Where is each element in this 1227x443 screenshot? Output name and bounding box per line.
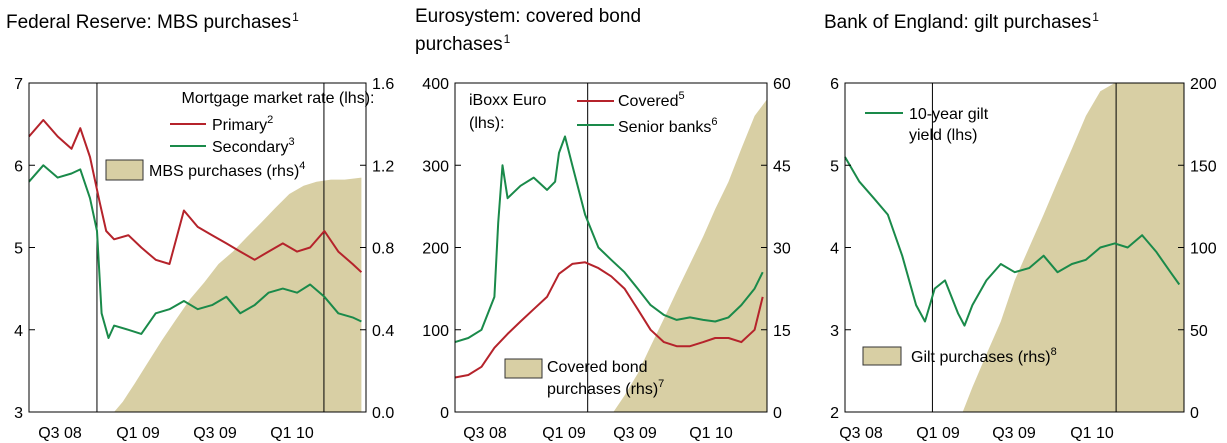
x-axis-tick-label: Q1 10 [1070, 425, 1114, 442]
right-axis-tick-label: 0.4 [372, 323, 394, 340]
right-axis-tick-label: 45 [773, 158, 791, 175]
chart-svg: 3 4 5 6 7 0.0 0.4 0.8 1.2 1.6 Q3 08 Q1 09 Q3 09 Q1 10… [14, 76, 394, 442]
chart-title: Eurosystem: covered bond purchases1 [415, 6, 642, 55]
left-axis-tick-label: 300 [422, 158, 449, 175]
right-axis-tick-label: 60 [773, 76, 791, 93]
right-axis-tick-label: 0 [1190, 405, 1199, 422]
x-axis-tick-label: Q3 09 [992, 425, 1036, 442]
right-axis-tick-label: 0.8 [372, 241, 394, 258]
left-axis-tick-label: 400 [422, 76, 449, 93]
right-axis-tick-label: 1.6 [372, 76, 394, 93]
right-axis-tick-label: 15 [773, 323, 791, 340]
right-axis-tick-label: 1.2 [372, 158, 394, 175]
left-axis-tick-label: 3 [14, 405, 23, 422]
legend-heading: Mortgage market rate (lhs): [182, 90, 375, 107]
right-axis-tick-label: 200 [1190, 76, 1217, 93]
x-axis-tick-label: Q1 09 [916, 425, 960, 442]
right-axis-tick-label: 100 [1190, 241, 1217, 258]
legend-label: Primary2 [212, 114, 273, 134]
area-series [962, 83, 1184, 412]
legend-label: Covered5 [618, 90, 685, 110]
x-axis-tick-label: Q1 10 [689, 425, 733, 442]
chart-panel-fed: Federal Reserve: MBS purchases1 3 4 5 6 7 0.0… [0, 0, 409, 443]
x-axis-tick-label: Q1 09 [542, 425, 586, 442]
line-series [454, 135, 764, 344]
right-axis-tick-label: 30 [773, 241, 791, 258]
x-axis-tick-label: Q1 09 [116, 425, 160, 442]
chart-title: Bank of England: gilt purchases1 [824, 10, 1099, 33]
right-axis-tick-label: 50 [1190, 323, 1208, 340]
x-axis-tick-label: Q1 10 [270, 425, 314, 442]
left-axis-tick-label: 2 [830, 405, 839, 422]
left-axis-tick-label: 7 [14, 76, 23, 93]
legend-label: Secondary3 [212, 136, 295, 156]
x-axis-tick-label: Q3 08 [38, 425, 82, 442]
left-axis-tick-label: 3 [830, 323, 839, 340]
line-series [28, 164, 362, 339]
line-series [844, 156, 1181, 327]
left-axis-tick-label: 6 [830, 76, 839, 93]
x-axis-tick-label: Q3 08 [463, 425, 507, 442]
chart-title: Federal Reserve: MBS purchases1 [6, 10, 299, 33]
line-series [454, 261, 764, 379]
left-axis-tick-label: 4 [14, 323, 23, 340]
left-axis-tick-label: 5 [14, 241, 23, 258]
chart-panel-eurosystem: Eurosystem: covered bond purchases1 0 100… [409, 0, 818, 443]
legend-swatch [504, 358, 543, 379]
left-axis-tick-label: 100 [422, 323, 449, 340]
right-axis-tick-label: 0.0 [372, 405, 394, 422]
legend-label: Senior banks6 [618, 116, 718, 136]
chart-svg: 0 100 200 300 400 0 15 30 45 60 Q3 08 Q1 09 Q3 09 Q1 … [422, 76, 791, 442]
chart-panel-boe: Bank of England: gilt purchases1 2 3 4 5 6 0 5… [818, 0, 1227, 443]
legend-swatch [105, 159, 144, 181]
left-axis-tick-label: 200 [422, 241, 449, 258]
right-axis-tick-label: 150 [1190, 158, 1217, 175]
area-series [114, 177, 362, 412]
x-axis-tick-label: Q3 09 [613, 425, 657, 442]
chart-svg: 2 3 4 5 6 0 50 100 150 200 Q3 08 Q1 09 Q3 09 Q1 10 10-… [830, 76, 1217, 442]
legend-label: Covered bond [547, 359, 648, 376]
x-axis-tick-label: Q3 08 [839, 425, 883, 442]
legend-heading: (lhs): [469, 115, 505, 132]
legend-label: Gilt purchases (rhs)8 [911, 346, 1057, 366]
right-axis-tick-label: 0 [773, 405, 782, 422]
legend-label: 10-year gilt [909, 106, 989, 123]
legend-heading: iBoxx Euro [469, 92, 546, 109]
legend-label: purchases (rhs)7 [547, 378, 664, 398]
area-series [613, 99, 767, 413]
legend-label: yield (lhs) [909, 127, 977, 144]
x-axis-tick-label: Q3 09 [193, 425, 237, 442]
left-axis-tick-label: 4 [830, 241, 839, 258]
legend-swatch [862, 346, 902, 366]
left-axis-tick-label: 0 [440, 405, 449, 422]
left-axis-tick-label: 6 [14, 158, 23, 175]
line-series [28, 119, 363, 273]
legend-label: MBS purchases (rhs)4 [149, 160, 305, 180]
left-axis-tick-label: 5 [830, 158, 839, 175]
